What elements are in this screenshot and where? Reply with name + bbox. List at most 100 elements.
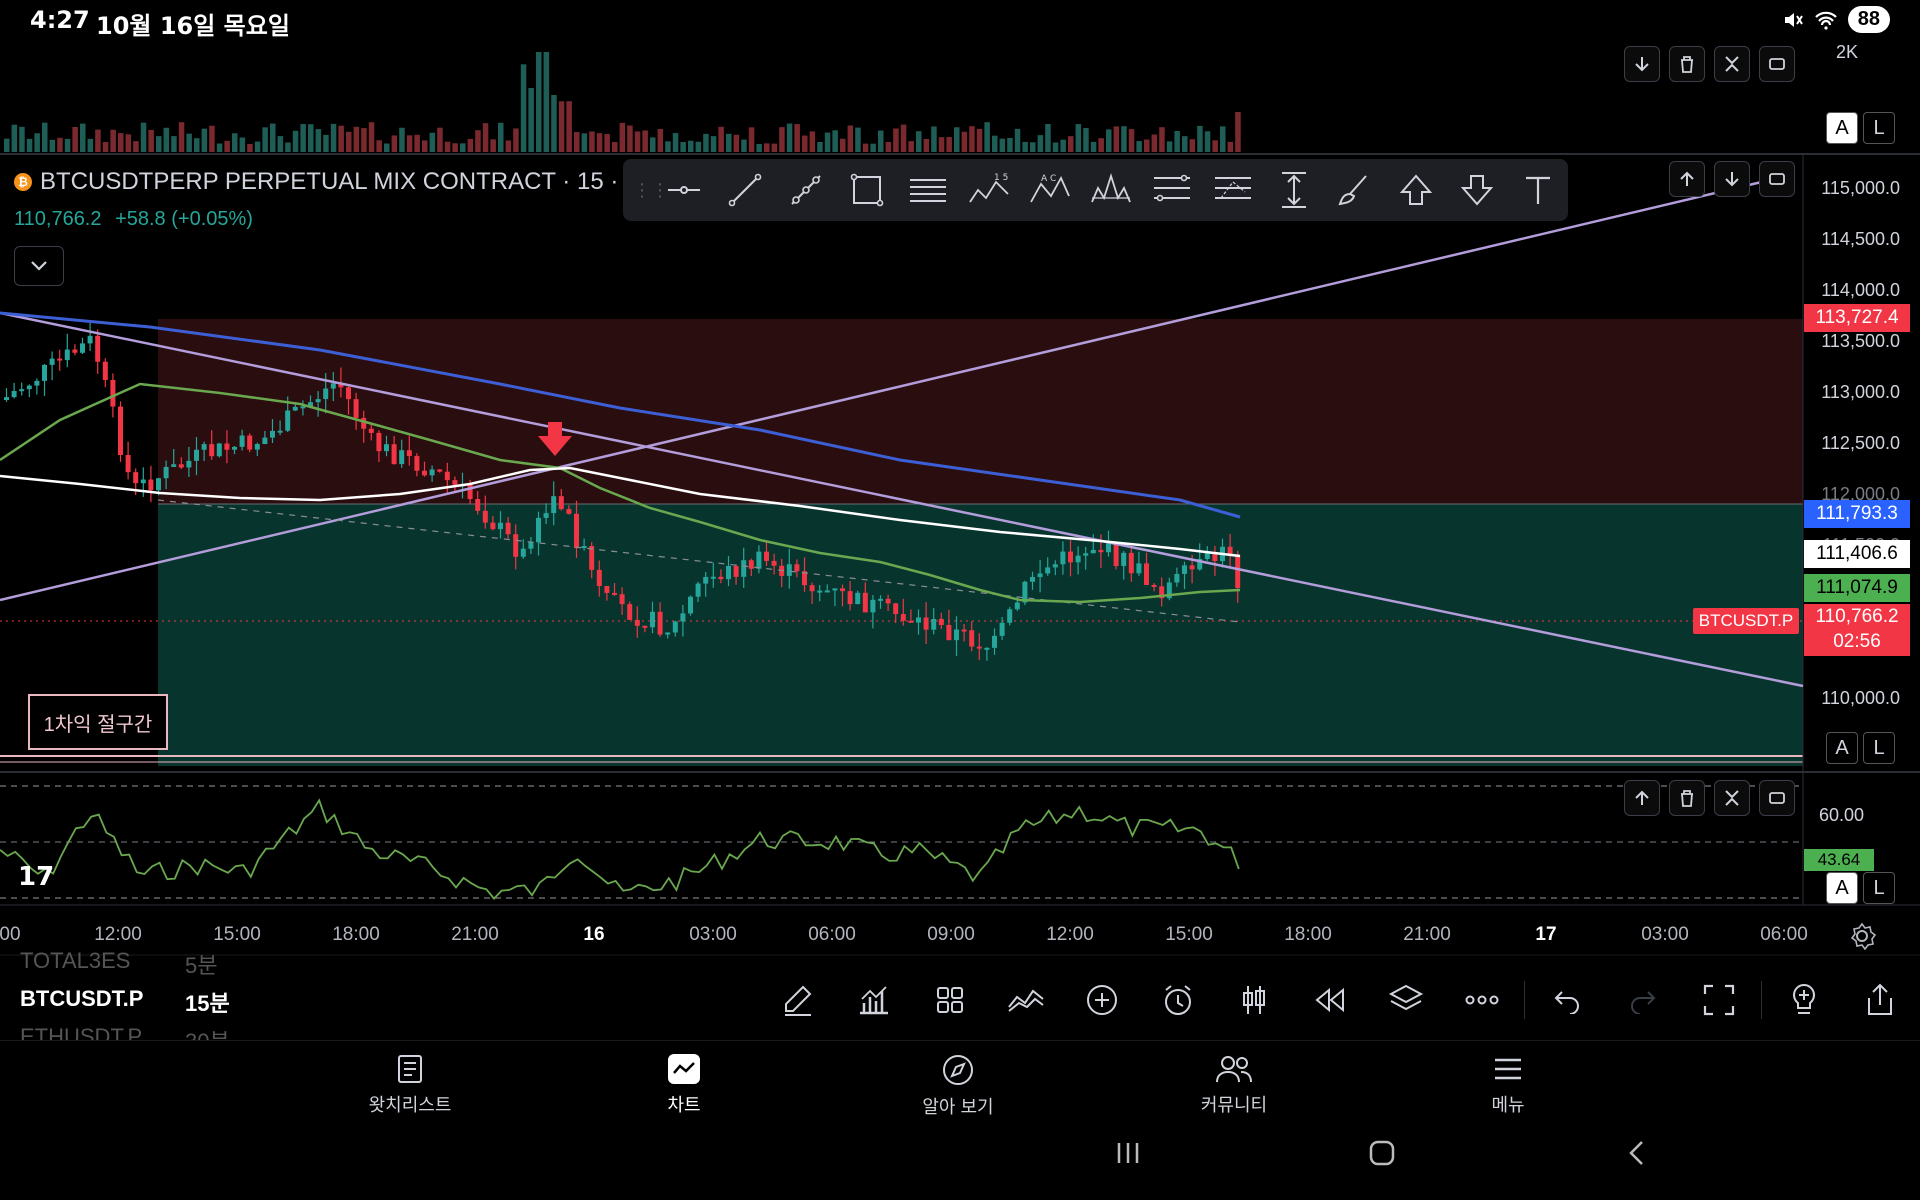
rsi-pane-delete-button[interactable]: [1669, 780, 1705, 816]
volume-bar: [1007, 137, 1013, 152]
parallel-channel-tool[interactable]: [897, 164, 958, 216]
volume-bar: [140, 122, 147, 152]
candle-body: [148, 479, 154, 491]
nav-chart[interactable]: 차트: [614, 1053, 754, 1117]
volume-bar: [1204, 131, 1211, 152]
head-shoulders-tool[interactable]: [1080, 164, 1141, 216]
watchlist-row[interactable]: TOTAL3ES 5분: [20, 952, 320, 980]
price-range-tool[interactable]: [1263, 164, 1324, 216]
undo-button[interactable]: [1529, 970, 1605, 1030]
price-pane-maximize-button[interactable]: [1759, 161, 1795, 197]
candle-body: [1106, 543, 1111, 553]
watchlist-strip[interactable]: TOTAL3ES 5분 BTCUSDT.P 15분 ETHUSDT.P 30분: [0, 952, 740, 1040]
arrow-down-marker-tool[interactable]: [1446, 164, 1507, 216]
volume-log-button[interactable]: L: [1863, 112, 1895, 144]
drawing-toolbar: ⋮⋮ 1 5 A C: [623, 159, 1568, 221]
fib-extension-tool[interactable]: [1202, 164, 1263, 216]
home-icon[interactable]: [1367, 1138, 1397, 1168]
symbol-title[interactable]: ₿ BTCUSDTPERP PERPETUAL MIX CONTRACT · 1…: [14, 168, 646, 196]
watchlist-row[interactable]: ETHUSDT.P 30분: [20, 1024, 320, 1040]
candle-body: [817, 590, 823, 593]
volume-bar: [285, 142, 291, 152]
candle-body: [695, 583, 701, 597]
candle-body: [171, 464, 177, 467]
chart-type-button[interactable]: [1216, 970, 1292, 1030]
price-log-button[interactable]: L: [1863, 732, 1895, 764]
brush-tool[interactable]: [1324, 164, 1385, 216]
price-autoscale-button[interactable]: A: [1826, 732, 1858, 764]
volume-pane-maximize-button[interactable]: [1759, 46, 1795, 82]
info-line-tool[interactable]: [775, 164, 836, 216]
replay-button[interactable]: [1292, 970, 1368, 1030]
object-tree-button[interactable]: [1368, 970, 1444, 1030]
rsi-log-button[interactable]: L: [1863, 872, 1895, 904]
rectangle-tool[interactable]: [836, 164, 897, 216]
elliott-wave-tool[interactable]: 1 5: [958, 164, 1019, 216]
price-pane-move-up-button[interactable]: [1669, 161, 1705, 197]
nav-menu[interactable]: 메뉴: [1438, 1053, 1578, 1117]
rsi-pane-move-up-button[interactable]: [1624, 780, 1660, 816]
volume-pane-move-down-button[interactable]: [1624, 46, 1660, 82]
watchlist-row-active[interactable]: BTCUSDT.P 15분: [20, 986, 320, 1018]
volume-bar: [1022, 141, 1028, 152]
drawing-tools-button[interactable]: [760, 970, 836, 1030]
volume-bar: [954, 127, 960, 152]
layout-button[interactable]: [912, 970, 988, 1030]
trend-line-tool[interactable]: [714, 164, 775, 216]
candle-body: [125, 455, 131, 473]
volume-bar: [194, 138, 200, 152]
indicators-button[interactable]: [836, 970, 912, 1030]
legend-collapse-button[interactable]: [14, 246, 64, 286]
rsi-pane-maximize-button[interactable]: [1759, 780, 1795, 816]
nav-explore[interactable]: 알아 보기: [888, 1053, 1028, 1119]
volume-pane-delete-button[interactable]: [1669, 46, 1705, 82]
volume-bar: [361, 128, 367, 152]
abcd-pattern-tool[interactable]: A C: [1019, 164, 1080, 216]
share-button[interactable]: [1842, 970, 1918, 1030]
candle-body: [1151, 584, 1157, 587]
volume-bar: [300, 124, 306, 152]
settings-gear-icon[interactable]: [1848, 922, 1876, 950]
compare-button[interactable]: [988, 970, 1064, 1030]
rsi-pane-collapse-button[interactable]: [1714, 780, 1750, 816]
volume-pane-collapse-button[interactable]: [1714, 46, 1750, 82]
candle-body: [657, 611, 663, 635]
add-symbol-button[interactable]: [1064, 970, 1140, 1030]
time-axis-label: 12:00: [1046, 924, 1094, 945]
volume-bar: [391, 135, 398, 152]
drag-handle-icon[interactable]: ⋮⋮: [633, 179, 669, 200]
more-button[interactable]: [1444, 970, 1520, 1030]
volume-bar: [878, 130, 884, 152]
volume-bar: [262, 127, 268, 152]
nav-community[interactable]: 커뮤니티: [1164, 1053, 1304, 1117]
nav-watchlist[interactable]: 왓치리스트: [340, 1053, 480, 1117]
take-profit-zone-label[interactable]: 1차익 절구간: [28, 694, 168, 750]
alert-button[interactable]: [1140, 970, 1216, 1030]
symbol-price-tag: BTCUSDT.P: [1693, 608, 1799, 634]
recent-apps-icon[interactable]: [1113, 1138, 1143, 1168]
horizontal-ray-tool[interactable]: [653, 164, 714, 216]
rsi-autoscale-button[interactable]: A: [1826, 872, 1858, 904]
candle-body: [239, 435, 245, 447]
candle-body: [338, 383, 344, 388]
time-axis-label: 18:00: [1284, 924, 1332, 945]
zone-take-profit: [158, 504, 1803, 766]
candle-body: [323, 388, 329, 400]
arrow-up-marker-tool[interactable]: [1385, 164, 1446, 216]
volume-bar: [444, 141, 451, 152]
fib-retracement-tool[interactable]: [1141, 164, 1202, 216]
volume-autoscale-button[interactable]: A: [1826, 112, 1858, 144]
volume-bar: [1235, 112, 1241, 152]
fullscreen-button[interactable]: [1681, 970, 1757, 1030]
price-pane-move-down-button[interactable]: [1714, 161, 1750, 197]
time-axis-label: 18:00: [332, 924, 380, 945]
nav-label: 왓치리스트: [368, 1095, 452, 1115]
volume-bar: [802, 135, 808, 152]
redo-button[interactable]: [1605, 970, 1681, 1030]
pencil-icon: [785, 985, 812, 1016]
back-icon[interactable]: [1623, 1138, 1653, 1168]
ideas-button[interactable]: [1766, 970, 1842, 1030]
volume-bar: [1113, 126, 1120, 152]
text-tool[interactable]: [1507, 164, 1568, 216]
